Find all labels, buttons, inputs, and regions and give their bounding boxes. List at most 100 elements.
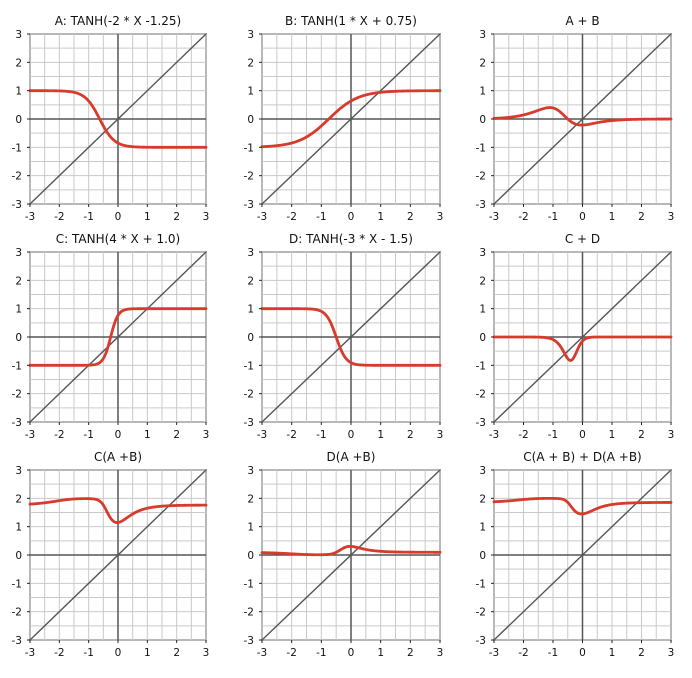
y-tick-label: 0 <box>247 114 254 126</box>
x-tick-label: -2 <box>286 211 296 223</box>
x-tick-label: 2 <box>638 647 645 659</box>
y-tick-label: -3 <box>244 635 254 647</box>
y-tick-label: 0 <box>15 550 22 562</box>
y-tick-label: 3 <box>15 465 22 477</box>
panel-title: C + D <box>565 232 600 246</box>
x-tick-label: -2 <box>518 647 528 659</box>
panel-title: D(A +B) <box>327 450 376 464</box>
x-tick-label: -1 <box>548 211 558 223</box>
x-tick-label: -2 <box>54 211 64 223</box>
x-tick-label: -3 <box>257 429 267 441</box>
y-tick-label: 0 <box>15 114 22 126</box>
series-curve <box>260 544 442 557</box>
identity-line <box>29 469 207 641</box>
x-tick-label: 3 <box>203 429 210 441</box>
x-tick-label: 1 <box>609 429 616 441</box>
y-tick-label: -1 <box>12 142 22 154</box>
x-tick-label: -2 <box>54 429 64 441</box>
y-tick-label: -1 <box>244 142 254 154</box>
y-tick-label: -1 <box>244 360 254 372</box>
y-tick-label: 3 <box>247 29 254 41</box>
y-tick-label: -1 <box>476 578 486 590</box>
y-tick-label: -1 <box>476 142 486 154</box>
y-tick-label: 2 <box>247 493 254 505</box>
x-tick-label: -3 <box>25 211 35 223</box>
y-tick-label: -2 <box>12 171 22 183</box>
y-tick-label: 3 <box>479 29 486 41</box>
y-tick-label: -3 <box>244 417 254 429</box>
x-tick-label: -1 <box>83 211 93 223</box>
x-tick-label: 0 <box>115 211 122 223</box>
panel-title: C: TANH(4 * X + 1.0) <box>56 232 180 246</box>
y-tick-label: 2 <box>15 493 22 505</box>
series-curve <box>492 106 673 127</box>
y-tick-label: 1 <box>479 86 486 98</box>
panel-3: -3 -2 -1 0 1 2 3 -3 -2 -1 0 1 2 3 A + B <box>476 14 675 223</box>
x-tick-label: 0 <box>579 429 586 441</box>
x-tick-label: -3 <box>257 211 267 223</box>
y-tick-label: 2 <box>247 275 254 287</box>
panel-9: -3 -2 -1 0 1 2 3 -3 -2 -1 0 1 2 3 C(A + B) + D(A +B) <box>476 450 675 659</box>
x-tick-label: 1 <box>377 429 384 441</box>
x-tick-label: -3 <box>489 647 499 659</box>
x-tick-label: 2 <box>173 647 180 659</box>
x-tick-label: -3 <box>489 211 499 223</box>
x-tick-label: 2 <box>173 429 180 441</box>
y-tick-label: 3 <box>479 247 486 259</box>
panel-7: -3 -2 -1 0 1 2 3 -3 -2 -1 0 1 2 3 C(A +B) <box>12 450 210 659</box>
y-tick-label: -1 <box>12 360 22 372</box>
x-tick-label: 3 <box>668 429 675 441</box>
y-tick-label: 2 <box>15 275 22 287</box>
panel-8: -3 -2 -1 0 1 2 3 -3 -2 -1 0 1 2 3 D(A +B) <box>244 450 444 659</box>
series-curve <box>28 89 208 149</box>
y-tick-label: -3 <box>476 199 486 211</box>
y-tick-label: 0 <box>15 332 22 344</box>
y-tick-label: 2 <box>247 57 254 69</box>
y-tick-label: -2 <box>12 607 22 619</box>
y-tick-label: 1 <box>247 86 254 98</box>
x-tick-label: 1 <box>144 647 151 659</box>
x-tick-label: 1 <box>377 647 384 659</box>
panel-4: -3 -2 -1 0 1 2 3 -3 -2 -1 0 1 2 3 C: TANH(4 * X + 1.0) <box>12 232 210 441</box>
x-tick-label: -1 <box>316 647 326 659</box>
x-tick-label: 2 <box>638 211 645 223</box>
x-tick-label: 0 <box>579 211 586 223</box>
y-tick-label: -1 <box>476 360 486 372</box>
x-tick-label: 0 <box>348 647 355 659</box>
x-tick-label: -1 <box>316 429 326 441</box>
x-tick-label: -1 <box>83 429 93 441</box>
y-tick-label: 1 <box>15 522 22 534</box>
y-tick-label: 1 <box>247 304 254 316</box>
x-tick-label: -3 <box>489 429 499 441</box>
identity-line <box>493 251 672 423</box>
x-tick-label: -1 <box>548 647 558 659</box>
x-tick-label: 2 <box>407 647 414 659</box>
x-tick-label: -2 <box>518 429 528 441</box>
y-tick-label: 1 <box>247 522 254 534</box>
y-tick-label: 1 <box>479 522 486 534</box>
y-tick-label: 3 <box>479 465 486 477</box>
x-tick-label: 0 <box>348 211 355 223</box>
x-tick-label: 2 <box>638 429 645 441</box>
x-tick-label: -3 <box>257 647 267 659</box>
y-tick-label: -3 <box>12 635 22 647</box>
x-tick-label: 0 <box>115 429 122 441</box>
x-tick-label: 3 <box>203 647 210 659</box>
x-tick-label: 3 <box>437 647 444 659</box>
y-tick-label: 0 <box>247 550 254 562</box>
series-curve <box>260 89 442 149</box>
x-tick-label: -2 <box>518 211 528 223</box>
series-curve <box>492 496 673 516</box>
x-tick-label: 2 <box>407 211 414 223</box>
panel-title: D: TANH(-3 * X - 1.5) <box>289 232 413 246</box>
series-curve <box>492 335 673 362</box>
y-tick-label: -2 <box>476 171 486 183</box>
series-curve <box>28 307 208 367</box>
panel-title: B: TANH(1 * X + 0.75) <box>285 14 417 28</box>
y-tick-label: -2 <box>476 389 486 401</box>
panel-title: A: TANH(-2 * X -1.25) <box>55 14 182 28</box>
y-tick-label: -2 <box>244 607 254 619</box>
identity-line <box>493 33 672 205</box>
x-tick-label: 3 <box>203 211 210 223</box>
